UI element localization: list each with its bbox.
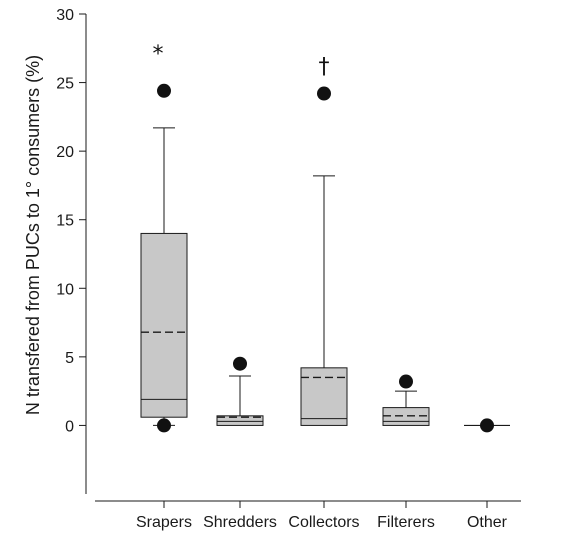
x-tick-label: Filterers xyxy=(377,514,435,531)
x-tick-label: Other xyxy=(467,514,508,531)
x-tick-label: Srapers xyxy=(136,514,192,531)
axes: 0 5 10 15 20 25 30 xyxy=(56,7,521,508)
y-tick-label: 5 xyxy=(65,350,74,367)
iqr-box xyxy=(140,232,188,418)
x-tick-label: Shredders xyxy=(203,514,277,531)
iqr-box xyxy=(300,367,348,426)
y-tick-label: 10 xyxy=(56,281,74,298)
y-tick-label: 20 xyxy=(56,144,74,161)
outlier-point xyxy=(157,418,171,433)
iqr-box xyxy=(216,415,264,426)
y-tick-label: 0 xyxy=(65,418,74,435)
box-shredders xyxy=(216,356,264,426)
outlier-point xyxy=(480,418,494,433)
x-tick-labels: Srapers Shredders Collectors Filterers Other xyxy=(136,514,508,531)
box-filterers xyxy=(382,374,430,426)
significance-marker: † xyxy=(319,55,330,80)
plot-area: *† xyxy=(140,42,510,433)
y-tick-label: 30 xyxy=(56,7,74,24)
y-axis-title: N transfered from PUCs to 1° consumers (… xyxy=(23,55,43,415)
y-ticks xyxy=(79,13,86,426)
box-other xyxy=(464,418,510,433)
outlier-point xyxy=(233,356,247,371)
significance-marker: * xyxy=(153,42,164,67)
y-tick-label: 15 xyxy=(56,213,74,230)
outlier-point xyxy=(317,86,331,101)
y-tick-labels: 0 5 10 15 20 25 30 xyxy=(56,7,74,435)
outlier-point xyxy=(399,374,413,389)
x-ticks xyxy=(163,501,488,508)
y-tick-label: 25 xyxy=(56,76,74,93)
box-collectors: † xyxy=(300,55,348,426)
x-tick-label: Collectors xyxy=(288,514,359,531)
outlier-point xyxy=(157,83,171,98)
box-srapers: * xyxy=(140,42,188,433)
